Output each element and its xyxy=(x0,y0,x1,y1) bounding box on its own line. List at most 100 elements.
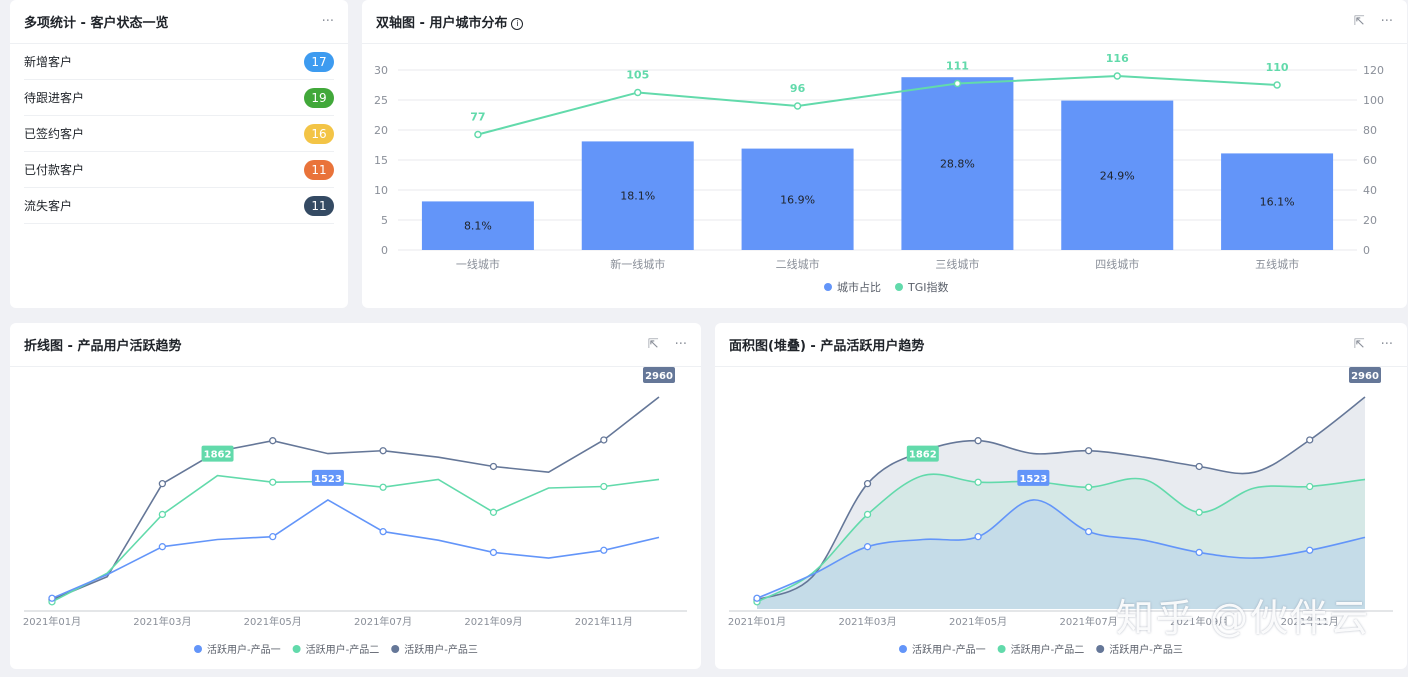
count-badge: 17 xyxy=(304,51,334,72)
dual-axis-card-title: 双轴图 - 用户城市分布 xyxy=(376,16,508,31)
more-icon[interactable]: ··· xyxy=(1380,337,1393,352)
line-point xyxy=(974,533,982,541)
x-tick-label: 三线城市 xyxy=(935,257,979,271)
x-tick-label: 四线城市 xyxy=(1095,257,1139,271)
x-tick-label: 2021年01月 xyxy=(23,615,81,628)
list-item[interactable]: 待跟进客户 19 xyxy=(24,80,334,116)
line-point xyxy=(953,79,962,88)
bar-data-label: 8.1% xyxy=(464,220,492,233)
tooltip-label: 1862 xyxy=(204,450,232,461)
tooltip-label: 1523 xyxy=(314,474,342,485)
value-tooltip xyxy=(643,367,675,383)
tooltip-label: 1523 xyxy=(1019,474,1047,485)
series-line xyxy=(51,498,660,600)
line-point xyxy=(379,527,387,536)
legend-label: TGI指数 xyxy=(907,280,949,294)
y-tick-label: 0 xyxy=(381,244,388,257)
tooltip-label: 2960 xyxy=(1351,371,1379,382)
legend-label: 活跃用户-产品一 xyxy=(912,643,986,656)
count-badge: 16 xyxy=(304,123,334,144)
legend-label: 活跃用户-产品二 xyxy=(1011,643,1085,656)
series-area xyxy=(757,397,1365,609)
stat-label: 已签约客户 xyxy=(24,127,85,141)
x-tick-label: 2021年07月 xyxy=(354,615,412,628)
series-line-tgi xyxy=(477,74,1278,136)
legend-label: 活跃用户-产品三 xyxy=(1109,643,1183,656)
line-data-label: 116 xyxy=(1106,52,1129,65)
y-tick-label: 20 xyxy=(374,124,388,137)
legend-marker xyxy=(1096,645,1105,653)
bar xyxy=(741,148,854,250)
more-icon[interactable]: ··· xyxy=(1380,14,1393,29)
line-point xyxy=(158,543,167,551)
legend-marker xyxy=(997,645,1006,653)
x-tick-label: 五线城市 xyxy=(1255,257,1299,271)
line-point xyxy=(474,130,482,139)
line-data-label: 105 xyxy=(626,69,649,82)
y2-tick-label: 60 xyxy=(1363,154,1377,167)
bar xyxy=(581,141,694,250)
value-tooltip xyxy=(201,445,234,462)
line-card: 折线图 - 产品用户活跃趋势 ⇱ ··· 2021年01月 2021年03月 202… xyxy=(10,323,701,669)
legend-marker xyxy=(292,645,301,653)
list-item[interactable]: 已付款客户 11 xyxy=(24,152,334,188)
dual-axis-card: 双轴图 - 用户城市分布 i ⇱ ··· 0 5 10 15 20 25 30 0 20 40 60 8… xyxy=(362,0,1407,308)
line-point xyxy=(600,546,608,554)
area-card: 面积图(堆叠) - 产品活跃用户趋势 ⇱ ··· 2021年01月 2021年03… xyxy=(715,323,1407,669)
x-tick-label: 2021年03月 xyxy=(838,615,896,628)
list-item[interactable]: 新增客户 17 xyxy=(24,44,334,80)
stat-label: 已付款客户 xyxy=(24,163,85,177)
x-tick-label: 2021年05月 xyxy=(949,615,1007,628)
info-icon[interactable]: i xyxy=(511,18,524,30)
x-tick-label: 2021年09月 xyxy=(464,615,522,628)
value-tooltip xyxy=(311,469,344,486)
legend-marker xyxy=(391,645,400,653)
line-point xyxy=(600,436,608,444)
line-card-title: 折线图 - 产品用户活跃趋势 xyxy=(24,339,182,354)
line-point xyxy=(489,548,498,557)
bar-data-label: 16.9% xyxy=(780,193,815,206)
line-point xyxy=(974,437,982,445)
x-tick-label: 2021年11月 xyxy=(575,615,633,628)
count-badge: 11 xyxy=(304,195,334,216)
more-icon[interactable]: ··· xyxy=(321,14,334,29)
line-point xyxy=(863,480,872,488)
share-icon[interactable]: ⇱ xyxy=(1353,14,1365,29)
line-data-label: 96 xyxy=(790,82,806,95)
line-point xyxy=(1084,447,1093,455)
line-point xyxy=(793,102,802,110)
tooltip-label: 1862 xyxy=(909,450,937,461)
line-point xyxy=(48,594,56,602)
x-tick-label: 一线城市 xyxy=(456,257,500,271)
y2-tick-label: 40 xyxy=(1363,184,1377,197)
x-tick-label: 2021年07月 xyxy=(1060,615,1118,628)
more-icon[interactable]: ··· xyxy=(674,337,687,352)
bar xyxy=(901,77,1014,250)
x-tick-label: 2021年03月 xyxy=(133,615,191,628)
line-point xyxy=(863,510,872,519)
line-point xyxy=(269,478,277,486)
y-tick-label: 5 xyxy=(381,214,388,227)
list-item[interactable]: 已签约客户 16 xyxy=(24,116,334,152)
line-point xyxy=(974,478,982,486)
line-data-label: 77 xyxy=(470,111,485,124)
line-point xyxy=(1195,462,1203,471)
legend-label: 活跃用户-产品二 xyxy=(306,643,380,656)
share-icon[interactable]: ⇱ xyxy=(1353,337,1365,352)
area-card-header: 面积图(堆叠) - 产品活跃用户趋势 ⇱ ··· xyxy=(715,323,1407,367)
series-line xyxy=(51,396,660,601)
series-line xyxy=(756,396,1366,601)
stat-label: 新增客户 xyxy=(24,55,73,69)
list-item[interactable]: 流失客户 11 xyxy=(24,188,334,224)
share-icon[interactable]: ⇱ xyxy=(647,337,659,352)
y-tick-label: 15 xyxy=(374,154,388,167)
y-tick-label: 10 xyxy=(374,184,388,197)
y2-tick-label: 80 xyxy=(1363,124,1377,137)
series-area xyxy=(757,499,1365,609)
line-point xyxy=(1084,527,1093,536)
bar xyxy=(1221,153,1334,250)
series-line xyxy=(51,474,660,603)
line-point xyxy=(600,482,608,491)
legend-marker xyxy=(895,283,903,291)
x-tick-label: 2021年01月 xyxy=(728,615,786,628)
